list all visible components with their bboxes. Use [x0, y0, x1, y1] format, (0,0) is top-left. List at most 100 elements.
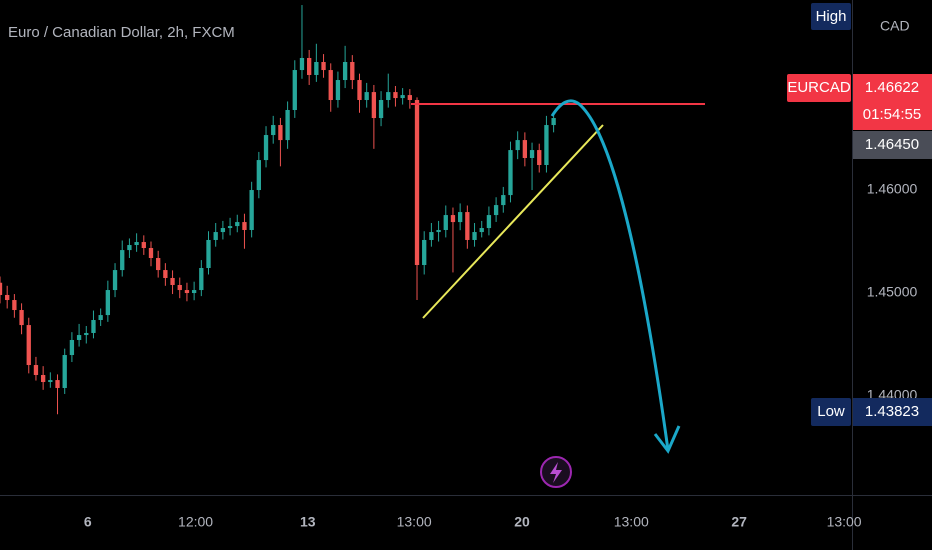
candle-body [5, 294, 10, 301]
candle-body [501, 195, 506, 206]
candle-body [62, 355, 67, 388]
candle-body [206, 239, 211, 268]
candle-body [364, 92, 369, 101]
candle-body [84, 332, 89, 336]
candle-body [450, 215, 456, 223]
x-tick-label: 27 [731, 514, 747, 530]
countdown: 01:54:55 [863, 106, 921, 123]
candle-body [443, 215, 448, 230]
candle-body [544, 125, 549, 165]
symbol-box [787, 74, 851, 102]
candle-body [127, 245, 132, 251]
candle-body [12, 300, 17, 311]
candle-body [429, 232, 434, 240]
x-tick-label: 6 [84, 514, 92, 530]
candle-body [242, 222, 247, 230]
candle-body [314, 62, 319, 75]
candle-body [285, 110, 290, 141]
low-tag-box [811, 398, 851, 426]
candle-body [199, 267, 204, 291]
candle-body [91, 320, 96, 333]
candle-body [472, 232, 477, 240]
candle-body [414, 100, 420, 266]
candle-body [256, 160, 261, 191]
candle-body [227, 226, 233, 229]
candle-body [508, 150, 513, 196]
marker-price-box [853, 131, 932, 159]
candle-body [141, 242, 146, 249]
candle-body [177, 284, 182, 291]
low-tag: Low [817, 403, 845, 420]
candle-body [170, 277, 175, 285]
trend-line [422, 124, 604, 319]
time-axis: 6 12:00 13 13:00 20 13:00 27 13:00 [84, 514, 862, 530]
candle-body [271, 125, 276, 136]
candle-body [321, 62, 326, 71]
candle-body [134, 242, 139, 246]
candle-body [515, 140, 520, 151]
x-tick-label: 13:00 [827, 514, 862, 530]
high-tag-box [811, 3, 851, 30]
candle-body [393, 92, 398, 99]
x-tick-label: 13 [300, 514, 316, 530]
y-tick-label: 1.46000 [867, 181, 918, 197]
candle-body [537, 150, 542, 165]
candle-body [105, 290, 111, 316]
candle-body [19, 310, 24, 326]
candle-body [342, 62, 348, 81]
candle-body [422, 239, 427, 266]
candle-body [400, 95, 405, 99]
currency-label: CAD [880, 18, 910, 34]
candle-body [299, 57, 305, 71]
candle-body [184, 290, 190, 294]
candle-body [328, 70, 333, 101]
x-tick-label: 20 [514, 514, 530, 530]
candle-body [40, 375, 46, 383]
y-tick-label: 1.45000 [867, 284, 918, 300]
candle-body [191, 290, 197, 294]
low-price-box [853, 398, 932, 426]
candle-body [278, 125, 283, 141]
candle-body [292, 70, 297, 110]
plot-area [0, 5, 556, 415]
lightning [550, 462, 562, 483]
candle-body [407, 95, 412, 101]
candle-body [213, 232, 218, 240]
candle-body [350, 62, 355, 81]
candle-body [371, 92, 377, 119]
candle-body [55, 380, 60, 388]
symbol-label: EURCAD [787, 79, 851, 96]
projection-arrow [550, 99, 670, 451]
candle-body [486, 215, 492, 229]
candle-body [378, 100, 384, 119]
candle-body [436, 229, 441, 233]
candle-body [465, 212, 470, 240]
candle-body [386, 92, 391, 101]
low-price: 1.43823 [865, 403, 919, 420]
candle-body [120, 250, 125, 271]
x-tick-label: 13:00 [614, 514, 649, 530]
candle-body [220, 228, 226, 233]
last-price: 1.46622 [865, 79, 919, 96]
candle-body [69, 339, 75, 356]
candle-body [112, 270, 118, 291]
candle-body [33, 365, 39, 376]
candle-body [529, 150, 535, 158]
candle-body [98, 315, 103, 321]
candle-body [457, 212, 463, 223]
candle-body [156, 258, 161, 271]
x-tick-label: 12:00 [178, 514, 213, 530]
candle-body [48, 380, 53, 383]
marker-price: 1.46450 [865, 136, 919, 153]
candle-body [522, 140, 528, 158]
candle-body [76, 335, 82, 340]
candle-body [0, 282, 3, 295]
candle-body [263, 135, 269, 161]
candle-body [551, 118, 556, 126]
last-price-box [853, 74, 932, 130]
candle-body [148, 248, 154, 259]
